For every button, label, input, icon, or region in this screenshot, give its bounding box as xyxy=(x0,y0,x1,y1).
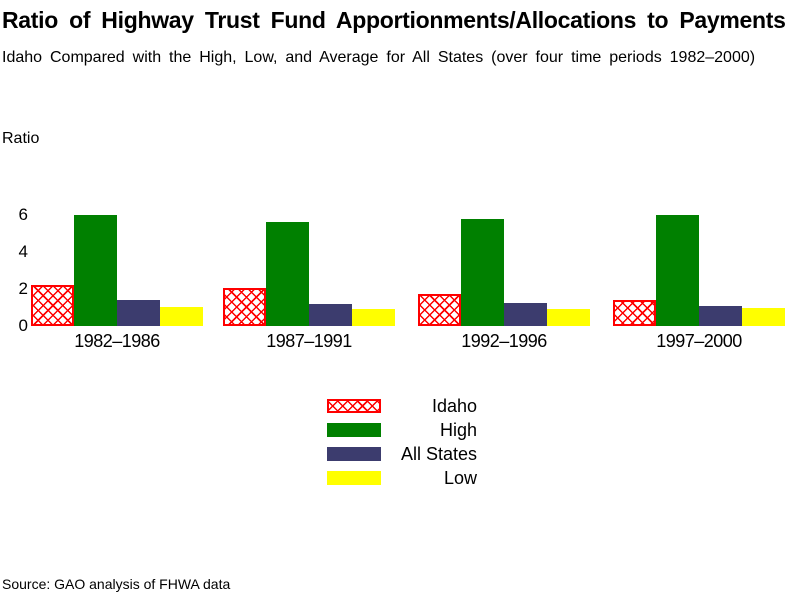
bar-all-states-2 xyxy=(309,304,352,326)
bar-idaho-1 xyxy=(31,285,74,326)
bar-all-states-3 xyxy=(504,303,547,326)
legend-item-high: High xyxy=(327,420,477,440)
bar-high-4 xyxy=(656,215,699,326)
legend-swatch-high xyxy=(327,423,381,437)
bar-high-1 xyxy=(74,215,117,326)
y-axis-tick-0: 0 xyxy=(18,316,28,335)
chart-subtitle: Idaho Compared with the High, Low, and A… xyxy=(2,49,756,66)
legend-swatch-idaho xyxy=(327,399,381,413)
x-axis-label-2: 1987–1991 xyxy=(266,331,352,351)
legend-label-all-states: All States xyxy=(400,444,477,464)
bar-idaho-3 xyxy=(418,294,461,326)
y-axis-tick-2: 2 xyxy=(18,279,28,298)
bar-low-3 xyxy=(547,309,590,326)
y-axis-title: Ratio xyxy=(2,130,40,147)
x-axis-label-3: 1992–1996 xyxy=(461,331,547,351)
legend-swatch-all-states xyxy=(327,447,381,461)
legend-label-idaho: Idaho xyxy=(431,396,477,416)
bar-all-states-1 xyxy=(117,300,160,326)
source-note: Source: GAO analysis of FHWA data xyxy=(2,576,231,592)
legend-label-low: Low xyxy=(443,468,477,488)
y-axis-tick-6: 6 xyxy=(18,205,28,224)
chart-title: Ratio of Highway Trust Fund Apportionmen… xyxy=(2,7,786,33)
bar-all-states-4 xyxy=(699,306,742,326)
x-axis-label-4: 1997–2000 xyxy=(656,331,742,351)
legend: Idaho High All States Low xyxy=(327,396,477,495)
x-axis-label-1: 1982–1986 xyxy=(74,331,160,351)
legend-item-idaho: Idaho xyxy=(327,396,477,416)
bar-idaho-2 xyxy=(223,288,266,326)
bar-low-2 xyxy=(352,309,395,326)
bar-high-3 xyxy=(461,219,504,326)
bar-high-2 xyxy=(266,222,309,326)
legend-label-high: High xyxy=(439,420,477,440)
legend-item-all-states: All States xyxy=(327,444,477,464)
bar-low-4 xyxy=(742,308,785,326)
bar-idaho-4 xyxy=(613,300,656,326)
bar-low-1 xyxy=(160,307,203,326)
legend-swatch-low xyxy=(327,471,381,485)
y-axis-tick-4: 4 xyxy=(18,242,28,261)
legend-item-low: Low xyxy=(327,468,477,488)
